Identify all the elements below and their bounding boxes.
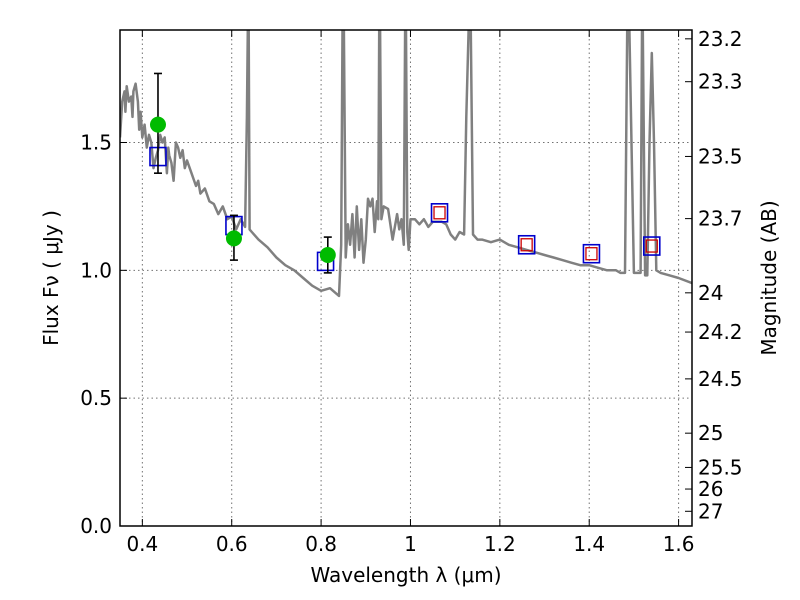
mag-tick-label: 23.2 [698, 27, 743, 51]
tick-labels: 0.4 0.6 0.8 1 1.2 1.4 1.6 0.0 0.5 1.0 1.5 23.2 23.3 2… [80, 27, 742, 556]
x-tick-label: 1.2 [484, 532, 516, 556]
ticks [120, 30, 692, 527]
mag-tick-label: 25.5 [698, 455, 743, 479]
observed-point [149, 116, 166, 133]
model-photometry-inner-box [585, 247, 598, 261]
data-layer [120, 30, 692, 298]
model-photometry-box [642, 236, 661, 256]
mag-tick-label: 24.5 [698, 367, 743, 391]
mag-tick-label: 27 [698, 499, 723, 523]
model-photometry-inner-box [520, 238, 533, 252]
y-tick-label: 1.0 [80, 258, 112, 282]
mag-tick-label: 23.7 [698, 207, 743, 231]
model-photometry-box [582, 243, 601, 264]
mag-tick-label: 24 [698, 281, 723, 305]
mag-tick-label: 25 [698, 421, 723, 445]
plot-frame [119, 29, 693, 527]
model-photometry-inner-box [645, 239, 658, 253]
y2-axis-title: Magnitude (AB) [757, 200, 781, 355]
mag-tick-label: 23.5 [698, 144, 743, 168]
x-tick-label: 0.6 [216, 532, 248, 556]
model-photometry-box [517, 234, 536, 255]
y-tick-label: 1.5 [80, 130, 112, 154]
x-tick-label: 0.8 [305, 532, 337, 556]
y-axis-title: Flux Fν ( μJy ) [39, 210, 63, 346]
mag-tick-label: 26 [698, 477, 723, 501]
observed-point [319, 246, 336, 263]
y-tick-label: 0.0 [80, 514, 112, 538]
mag-tick-label: 23.3 [698, 70, 743, 94]
x-axis-title: Wavelength λ (μm) [310, 563, 501, 587]
x-tick-label: 1.6 [663, 532, 695, 556]
x-tick-label: 0.4 [126, 532, 158, 556]
x-tick-label: 1.4 [573, 532, 605, 556]
mag-tick-label: 24.2 [698, 320, 743, 344]
x-tick-label: 1 [404, 532, 417, 556]
y-tick-label: 0.5 [80, 386, 112, 410]
model-sed-line [120, 30, 692, 298]
observed-point [225, 230, 242, 247]
model-photometry-box [430, 203, 449, 223]
model-photometry-inner-box [433, 206, 446, 220]
